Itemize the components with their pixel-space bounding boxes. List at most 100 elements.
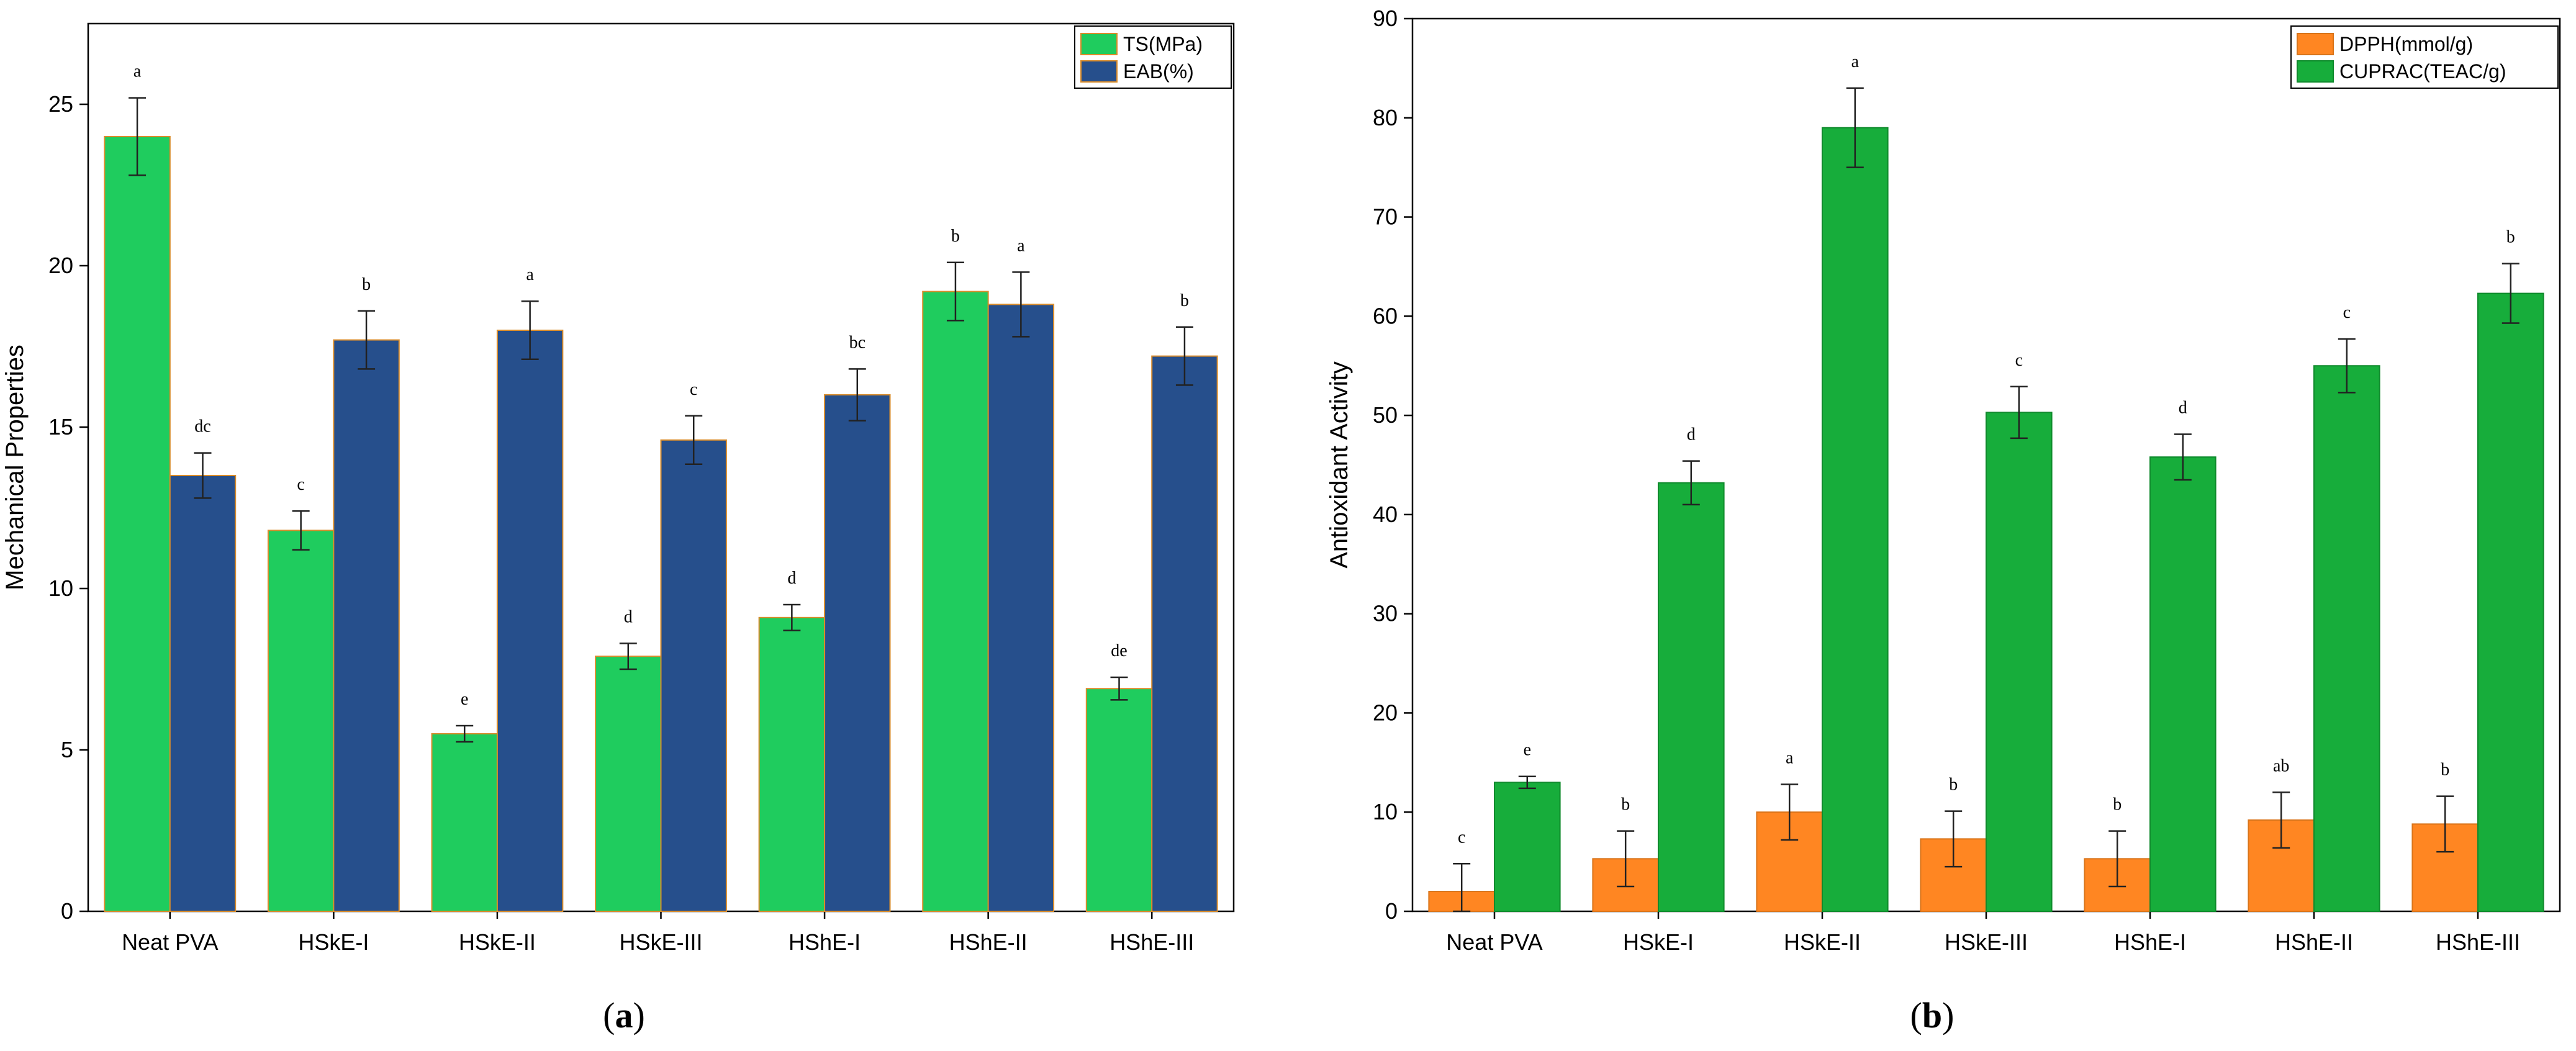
y-tick-label: 20 <box>1373 700 1398 725</box>
significance-letter: bc <box>849 333 865 352</box>
significance-letter: e <box>1524 741 1531 760</box>
bar-cupracteacg <box>2313 365 2380 912</box>
bar-eab <box>169 475 237 912</box>
significance-letter: b <box>951 227 960 246</box>
panel-label-paren: ) <box>1942 995 1954 1035</box>
bar-tsmpa <box>104 136 171 912</box>
bar-tsmpa <box>267 530 335 912</box>
y-axis-title: Mechanical Properties <box>1 345 29 590</box>
x-tick-label: HShE-III <box>1109 929 1194 955</box>
panel-label-letter: a <box>615 995 633 1035</box>
significance-letter: a <box>1017 236 1025 255</box>
x-tick-label: HShE-I <box>2114 929 2186 955</box>
y-tick-label: 5 <box>61 737 73 762</box>
x-tick-label: HShE-III <box>2436 929 2520 955</box>
significance-letter: dc <box>194 417 210 436</box>
x-tick-label: HSkE-III <box>1945 929 2028 955</box>
x-tick-label: HSkE-III <box>619 929 702 955</box>
x-tick-label: HSkE-I <box>1623 929 1694 955</box>
y-tick-label: 0 <box>61 898 73 924</box>
y-tick-label: 25 <box>48 91 73 117</box>
significance-letter: d <box>1687 425 1696 444</box>
bar-tsmpa <box>595 656 662 912</box>
significance-letter: c <box>690 380 697 399</box>
legend-label: TS(MPa) <box>1123 33 1203 55</box>
x-tick-label: HShE-I <box>789 929 861 955</box>
bar-eab <box>1151 355 1218 912</box>
significance-letter: a <box>1851 52 1860 71</box>
bar-tsmpa <box>431 733 498 912</box>
y-tick-label: 30 <box>1373 601 1398 626</box>
significance-letter: c <box>297 475 304 494</box>
y-tick-label: 20 <box>48 253 73 278</box>
significance-letter: c <box>2343 303 2351 322</box>
x-tick-label: HShE-II <box>2275 929 2353 955</box>
bar-eab <box>333 339 400 912</box>
bar-tsmpa <box>1085 688 1153 912</box>
legend-swatch <box>2297 60 2334 83</box>
significance-letter: a <box>526 265 534 284</box>
y-tick-label: 70 <box>1373 204 1398 230</box>
significance-letter: a <box>1786 748 1794 767</box>
significance-letter: b <box>2113 795 2122 814</box>
x-tick-label: HSkE-II <box>1784 929 1861 955</box>
significance-letter: b <box>1621 795 1630 814</box>
x-tick-label: HSkE-I <box>298 929 369 955</box>
significance-letter: b <box>2441 760 2449 780</box>
legend-label: DPPH(mmol/g) <box>2339 33 2473 55</box>
y-tick-label: 90 <box>1373 6 1398 31</box>
significance-letter: b <box>2506 228 2515 247</box>
significance-letter: a <box>133 62 142 81</box>
significance-letter: c <box>1458 828 1465 847</box>
panel-label: (b) <box>1910 995 1955 1035</box>
legend-swatch <box>2297 33 2334 55</box>
significance-letter: b <box>1180 291 1189 310</box>
legend-box <box>2290 25 2559 89</box>
bar-eab <box>824 394 891 912</box>
bar-cupracteacg <box>2477 292 2544 912</box>
x-tick-label: HShE-II <box>949 929 1028 955</box>
bar-cupracteacg <box>1494 782 1561 913</box>
y-tick-label: 40 <box>1373 502 1398 527</box>
bar-cupracteacg <box>1822 127 1889 912</box>
legend-label: EAB(%) <box>1123 60 1194 83</box>
panel-label: (a) <box>603 995 645 1035</box>
significance-letter: d <box>787 569 796 588</box>
y-tick-label: 50 <box>1373 402 1398 428</box>
significance-letter: de <box>1111 641 1127 661</box>
x-tick-label: Neat PVA <box>122 929 218 955</box>
significance-letter: d <box>624 607 633 626</box>
y-tick-label: 60 <box>1373 303 1398 328</box>
legend-label: CUPRAC(TEAC/g) <box>2339 60 2506 83</box>
legend-swatch <box>1080 60 1118 83</box>
significance-letter: c <box>2015 351 2023 370</box>
bar-eab <box>987 304 1055 912</box>
bar-eab <box>496 330 564 912</box>
panel-label-paren: ( <box>603 995 615 1035</box>
legend-swatch <box>1080 33 1118 55</box>
significance-letter: b <box>362 275 371 294</box>
y-axis-title: Antioxidant Activity <box>1326 361 1353 569</box>
significance-letter: b <box>1949 775 1958 795</box>
x-tick-label: Neat PVA <box>1446 929 1542 955</box>
bar-cupracteacg <box>1658 482 1725 912</box>
y-tick-label: 0 <box>1385 898 1398 924</box>
significance-letter: ab <box>2273 756 2289 775</box>
bar-cupracteacg <box>1986 412 2053 912</box>
panel-label-letter: b <box>1922 995 1942 1035</box>
y-tick-label: 10 <box>48 575 73 601</box>
bar-eab <box>660 439 727 912</box>
panel-label-paren: ( <box>1910 995 1922 1035</box>
bar-cupracteacg <box>2149 456 2217 912</box>
y-tick-label: 80 <box>1373 105 1398 130</box>
panel-label-paren: ) <box>633 995 645 1035</box>
x-tick-label: HSkE-II <box>459 929 536 955</box>
significance-letter: e <box>461 690 468 709</box>
bar-tsmpa <box>758 616 826 912</box>
chart-panel-b: 0 10 20 30 40 50 60 70 80 90 Antioxidant Activity N… <box>1326 6 2561 1035</box>
y-tick-label: 10 <box>1373 799 1398 824</box>
bar-tsmpa <box>922 291 989 913</box>
y-tick-label: 15 <box>48 414 73 440</box>
significance-letter: d <box>2179 398 2187 417</box>
